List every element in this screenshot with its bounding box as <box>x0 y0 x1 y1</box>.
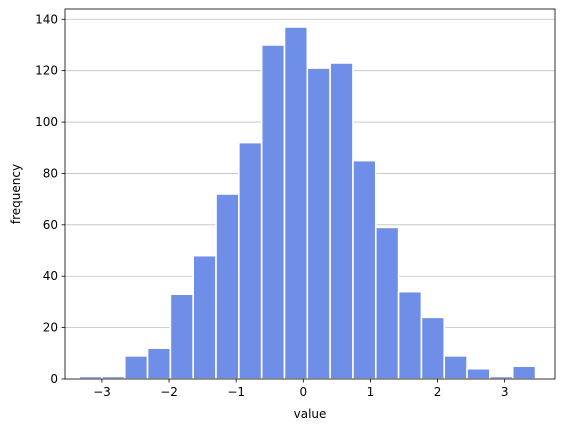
x-tick-label: −1 <box>227 385 245 399</box>
histogram-bar <box>420 316 446 380</box>
y-axis-ticks: 0 20 40 60 80 100 120 140 <box>35 12 65 386</box>
histogram-bar <box>466 367 491 380</box>
histogram-bar <box>260 44 286 380</box>
y-tick-label: 60 <box>43 218 58 232</box>
histogram-bar <box>352 159 377 380</box>
histogram-bars <box>78 26 537 380</box>
x-tick-label: −3 <box>93 385 111 399</box>
histogram-bar <box>283 26 309 380</box>
histogram-bar <box>146 347 172 380</box>
x-tick-label: −2 <box>160 385 178 399</box>
histogram-bar <box>397 290 423 380</box>
y-tick-label: 40 <box>43 269 58 283</box>
x-axis-label: value <box>294 407 327 421</box>
plot-frame <box>64 8 556 380</box>
x-tick-label: 1 <box>367 385 375 399</box>
x-tick-label: 2 <box>434 385 442 399</box>
y-tick-label: 80 <box>43 166 58 180</box>
x-axis-ticks: −3 −2 −1 0 1 2 3 <box>93 379 508 399</box>
histogram-bar <box>511 365 537 380</box>
histogram-bar <box>169 293 195 380</box>
x-tick-label: 0 <box>299 385 307 399</box>
x-tick-label: 3 <box>501 385 509 399</box>
histogram-bar <box>238 141 263 380</box>
histogram-bar <box>306 67 331 380</box>
y-tick-label: 120 <box>35 64 58 78</box>
histogram-bar <box>374 226 400 380</box>
histogram-bar <box>215 193 240 380</box>
y-tick-label: 140 <box>35 12 58 26</box>
y-axis-label: frequency <box>9 164 23 224</box>
histogram-bar <box>443 355 468 380</box>
y-tick-label: 0 <box>50 372 58 386</box>
y-tick-label: 20 <box>43 321 58 335</box>
histogram-bar <box>192 254 217 380</box>
histogram-bar <box>329 62 354 380</box>
y-tick-label: 100 <box>35 115 58 129</box>
histogram-bar <box>123 355 149 380</box>
